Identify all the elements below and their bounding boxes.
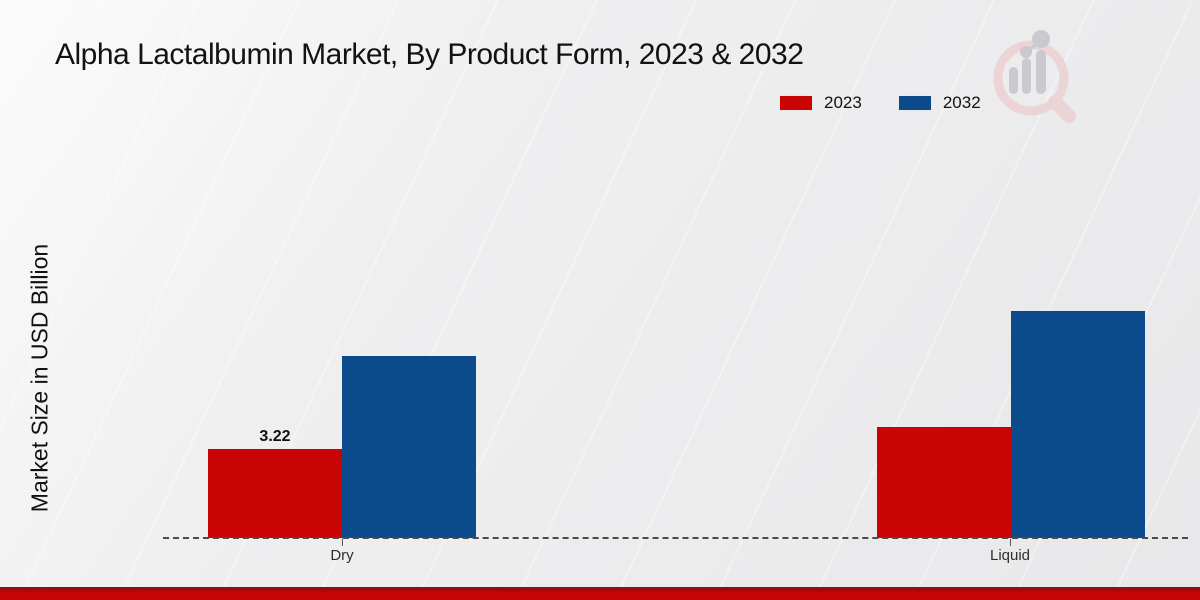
category-label-liquid: Liquid xyxy=(989,547,1031,564)
footer-accent-stripe xyxy=(0,587,1200,600)
legend-label-2023: 2023 xyxy=(824,93,862,112)
x-axis-tick-liquid xyxy=(1010,539,1011,546)
chart-title: Alpha Lactalbumin Market, By Product For… xyxy=(55,38,804,71)
magnifier-bar-chart-watermark-logo xyxy=(993,30,1076,123)
y-axis-label: Market Size in USD Billion xyxy=(26,243,53,513)
legend: 2023 2032 xyxy=(779,93,1003,113)
category-label-dry: Dry xyxy=(330,547,354,564)
legend-swatch-2032 xyxy=(897,95,932,111)
legend-item-2023: 2023 xyxy=(779,93,862,113)
bar-dry-2023: 3.22 xyxy=(208,428,342,538)
bar-dry-2032 xyxy=(342,356,476,538)
x-axis-baseline xyxy=(163,537,1188,539)
legend-item-2032: 2032 xyxy=(897,93,981,113)
bar-group-dry: 3.22 xyxy=(208,356,476,538)
bar-value-label: 3.22 xyxy=(259,428,291,445)
bar-liquid-2032 xyxy=(1011,311,1145,538)
legend-label-2032: 2032 xyxy=(942,93,981,112)
x-axis-tick-dry xyxy=(342,539,343,546)
bar-group-liquid xyxy=(877,311,1145,538)
legend-swatch-2023 xyxy=(779,95,813,111)
bar-liquid-2023 xyxy=(877,427,1011,538)
